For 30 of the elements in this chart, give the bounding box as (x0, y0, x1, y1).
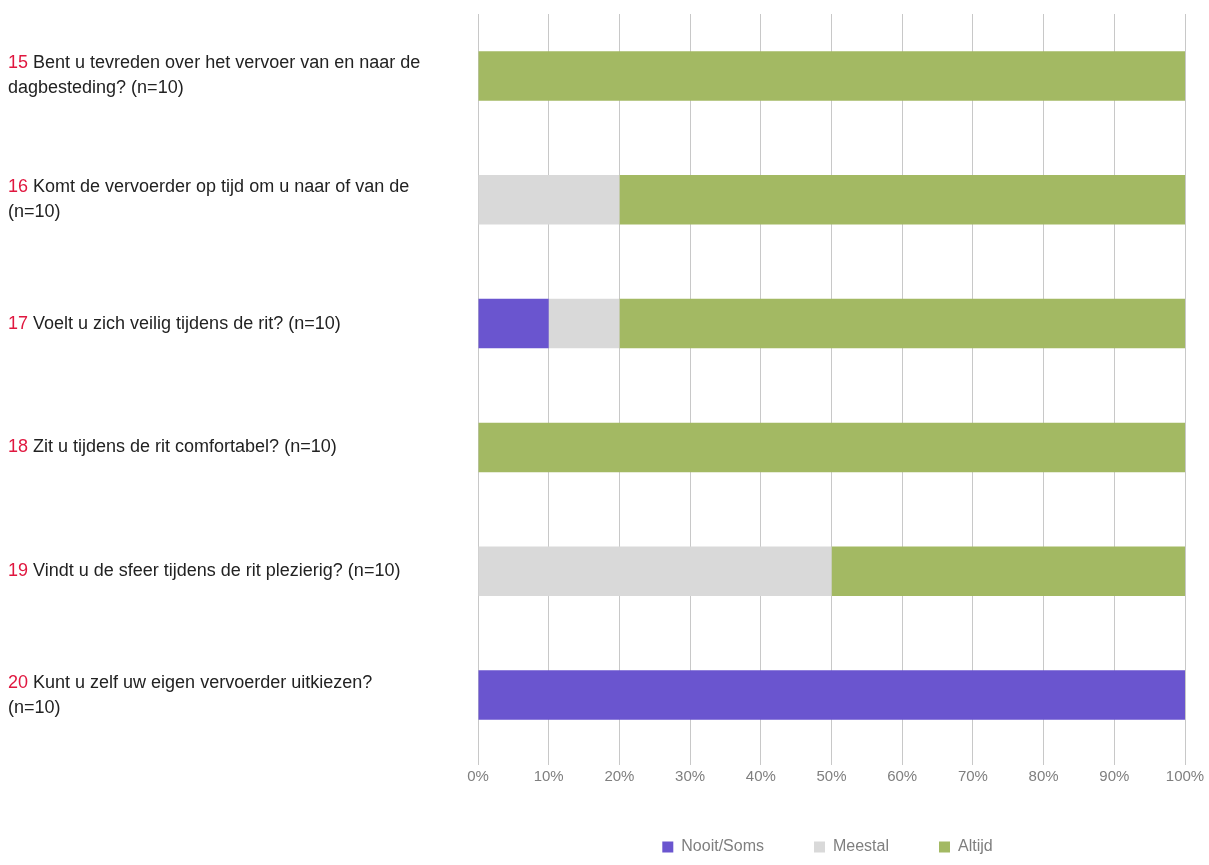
y-tick-label: 17 Voelt u zich veilig tijdens de rit? (n=10) (8, 312, 341, 333)
x-tick-label: 100% (1165, 767, 1205, 785)
x-tick-label: 10% (533, 767, 564, 785)
x-tick-label: 0% (467, 767, 489, 785)
x-tick-label: 60% (887, 767, 918, 785)
x-tick-label: 50% (816, 767, 847, 785)
bar (478, 546, 832, 597)
bar (831, 546, 1185, 597)
x-tick-label: 40% (745, 767, 776, 785)
y-tick-label: 15 Bent u tevreden over het vervoer van en naar de dagbesteding? (n=10) (8, 52, 421, 98)
bar (478, 174, 620, 225)
bar (478, 51, 1185, 101)
y-tick-label: 20 Kunt u zelf uw eigen vervoerder uitkiezen? (n=10) (8, 671, 373, 717)
bar (548, 298, 620, 349)
bar (478, 422, 1185, 473)
y-tick-label: 19 Vindt u de sfeer tijdens de rit plezierig? (n=10) (8, 560, 401, 581)
x-tick-label: 70% (957, 767, 988, 785)
legend-label: Altijd (958, 837, 993, 855)
x-tick-label: 80% (1028, 767, 1059, 785)
x-tick-label: 30% (675, 767, 706, 785)
x-tick-label: 20% (604, 767, 635, 785)
legend-label: Meestal (833, 837, 890, 855)
y-tick-label: 16 Komt de vervoerder op tijd om u naar of van de (n=10) (8, 176, 410, 222)
y-tick-label: 18 Zit u tijdens de rit comfortabel? (n=10) (8, 436, 337, 457)
bar (619, 298, 1185, 349)
bar (478, 298, 549, 349)
bar (478, 670, 1185, 720)
bar (619, 174, 1185, 225)
x-tick-label: 90% (1099, 767, 1130, 785)
legend-label: Nooit/Soms (681, 837, 764, 855)
